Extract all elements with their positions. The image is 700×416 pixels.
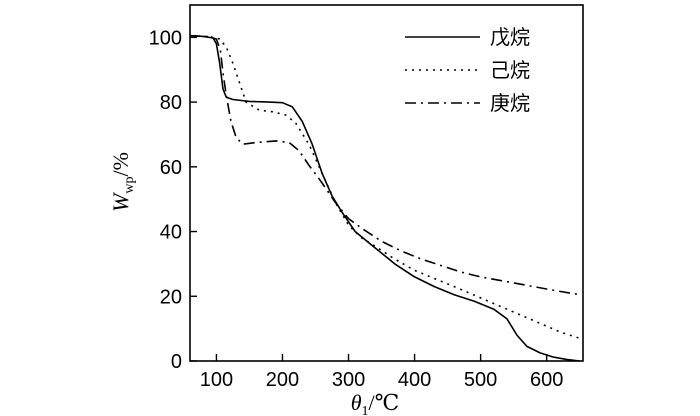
x-tick-label-1: 200: [266, 369, 299, 391]
x-axis-label-main: θ: [351, 390, 362, 415]
y-tick-label-3: 60: [160, 157, 182, 179]
series-line-1: [189, 34, 580, 362]
x-tick-label-5: 600: [530, 369, 563, 391]
x-axis-label-sub: 1: [362, 404, 369, 416]
y-axis-label-unit: /%: [108, 152, 133, 176]
x-tick-label-2: 300: [332, 369, 365, 391]
legend-label-3: 庚烷: [490, 91, 530, 115]
y-tick-label-0: 0: [171, 351, 182, 373]
series-line-3: [189, 34, 580, 296]
y-tick-label-5: 100: [149, 27, 182, 49]
legend-label-1: 戊烷: [490, 25, 530, 49]
y-axis-label-main: W: [108, 192, 133, 212]
legend-label-2: 己烷: [490, 58, 530, 82]
y-tick-label-4: 80: [160, 92, 182, 114]
y-axis-label-sub: wp: [122, 177, 137, 194]
series-layer: [189, 34, 580, 362]
x-tick-label-3: 400: [398, 369, 431, 391]
y-axis-label: Wwp/%: [108, 152, 137, 212]
plot-frame: [189, 4, 584, 362]
x-tick-label-0: 100: [200, 369, 233, 391]
axes-layer: 100 200 300 400 500 600 0 20 40 60 80 100: [149, 4, 584, 391]
y-tick-label-2: 40: [160, 222, 182, 244]
x-tick-label-4: 500: [464, 369, 497, 391]
y-tick-label-1: 20: [160, 286, 182, 308]
x-axis-label-unit: /℃: [369, 390, 400, 415]
x-axis-label: θ1/℃: [351, 390, 400, 416]
